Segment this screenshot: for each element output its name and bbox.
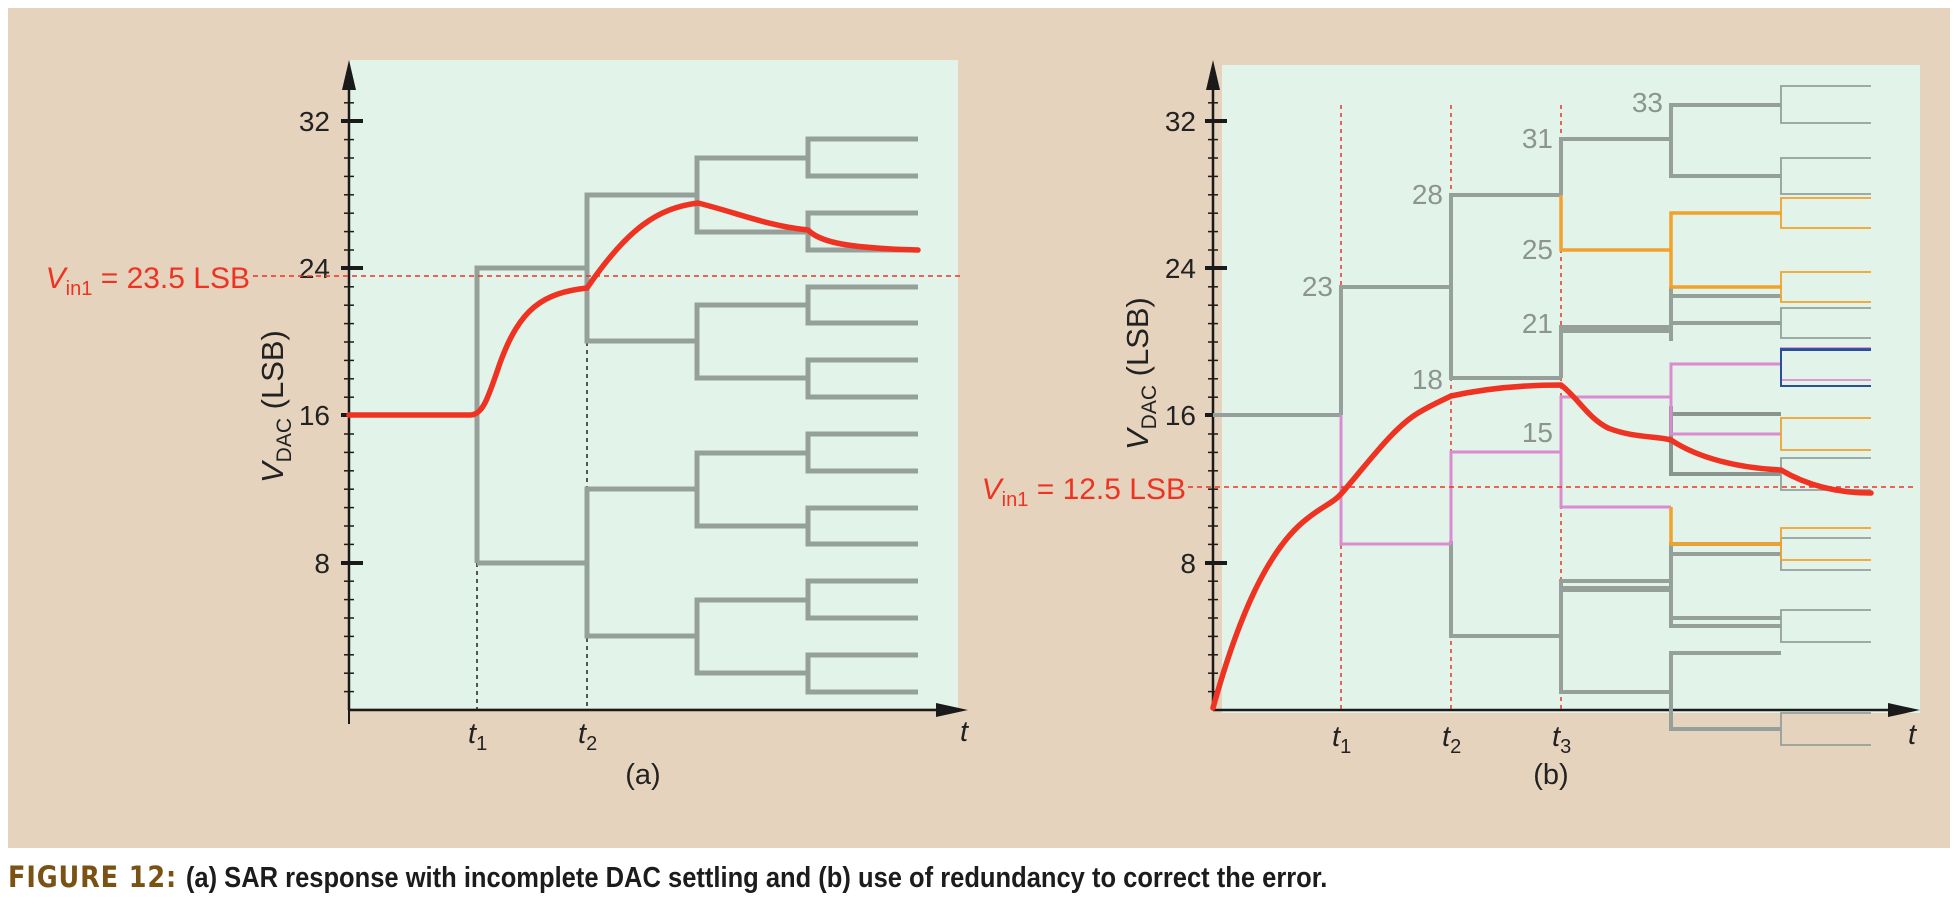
level-label-31: 31 xyxy=(1522,123,1553,154)
panel-b-t3-label: t3 xyxy=(1552,721,1571,758)
panel-a-t1-label: t1 xyxy=(468,718,487,755)
figure-caption: FIGURE 12: (a) SAR response with incomple… xyxy=(8,860,1327,895)
panel-b-minor-ticks xyxy=(1208,83,1218,693)
panel-b-plot-area xyxy=(1222,65,1920,713)
panel-b: 8 16 24 32 VDAC (LSB) t1 t2 t3 t (b) xyxy=(982,60,1920,791)
panel-a-y-label: VDAC (LSB) xyxy=(255,330,296,483)
caption-label: FIGURE 12: xyxy=(8,860,178,894)
level-label-18: 18 xyxy=(1412,364,1443,395)
panel-b-tree-orange xyxy=(1559,195,1781,546)
level-label-23: 23 xyxy=(1302,271,1333,302)
level-label-15: 15 xyxy=(1522,417,1553,448)
panel-b-x-label: t xyxy=(1908,719,1918,751)
panel-b-y-label: VDAC (LSB) xyxy=(1120,297,1161,450)
panel-a-x-arrow xyxy=(936,703,968,717)
level-label-25: 25 xyxy=(1522,234,1553,265)
panel-b-tree-leaves xyxy=(1780,85,1871,746)
panel-a-minor-ticks xyxy=(344,83,354,693)
panel-a-vin-label: Vin1 = 23.5 LSB xyxy=(46,262,250,300)
panel-b-ytick-8: 8 xyxy=(1180,548,1196,579)
panel-b-ytick-32: 32 xyxy=(1165,106,1196,137)
panel-a-ytick-24: 24 xyxy=(299,253,330,284)
panel-a-ytick-32: 32 xyxy=(299,106,330,137)
panel-b-vin-label: Vin1 = 12.5 LSB xyxy=(982,473,1186,511)
panel-a-x-label: t xyxy=(960,716,970,748)
figure-panel: 8 16 24 32 VDAC (LSB) t1 t2 t (a) Vin1 =… xyxy=(8,8,1950,848)
panel-a-ytick-8: 8 xyxy=(314,548,330,579)
panel-b-t2-label: t2 xyxy=(1442,721,1461,758)
panel-b-ytick-24: 24 xyxy=(1165,253,1196,284)
panel-a-y-arrow xyxy=(342,60,356,90)
panel-a-tree xyxy=(474,136,918,695)
level-label-21: 21 xyxy=(1522,308,1553,339)
level-label-33: 33 xyxy=(1632,87,1663,118)
panel-b-level-labels: 23 28 18 31 25 21 15 33 xyxy=(1302,87,1663,448)
caption-text: (a) SAR response with incomplete DAC set… xyxy=(185,862,1328,894)
panel-b-dac-response xyxy=(1210,382,1874,711)
panel-a-dac-response xyxy=(346,200,921,418)
panel-a-ytick-16: 16 xyxy=(299,400,330,431)
panel-a: 8 16 24 32 VDAC (LSB) t1 t2 t (a) Vin1 =… xyxy=(46,60,970,791)
figure-svg: 8 16 24 32 VDAC (LSB) t1 t2 t (a) Vin1 =… xyxy=(46,60,1920,791)
panel-b-y-arrow xyxy=(1206,60,1220,90)
panel-a-plot-area xyxy=(350,60,958,708)
panel-a-t2-label: t2 xyxy=(578,718,597,755)
panel-b-ytick-16: 16 xyxy=(1165,400,1196,431)
panel-a-sublabel: (a) xyxy=(625,759,660,791)
panel-b-t1-label: t1 xyxy=(1332,721,1351,758)
panel-b-sublabel: (b) xyxy=(1533,759,1568,791)
level-label-28: 28 xyxy=(1412,179,1443,210)
panel-b-x-arrow xyxy=(1888,703,1920,717)
panel-b-tree-pink xyxy=(1339,362,1781,546)
